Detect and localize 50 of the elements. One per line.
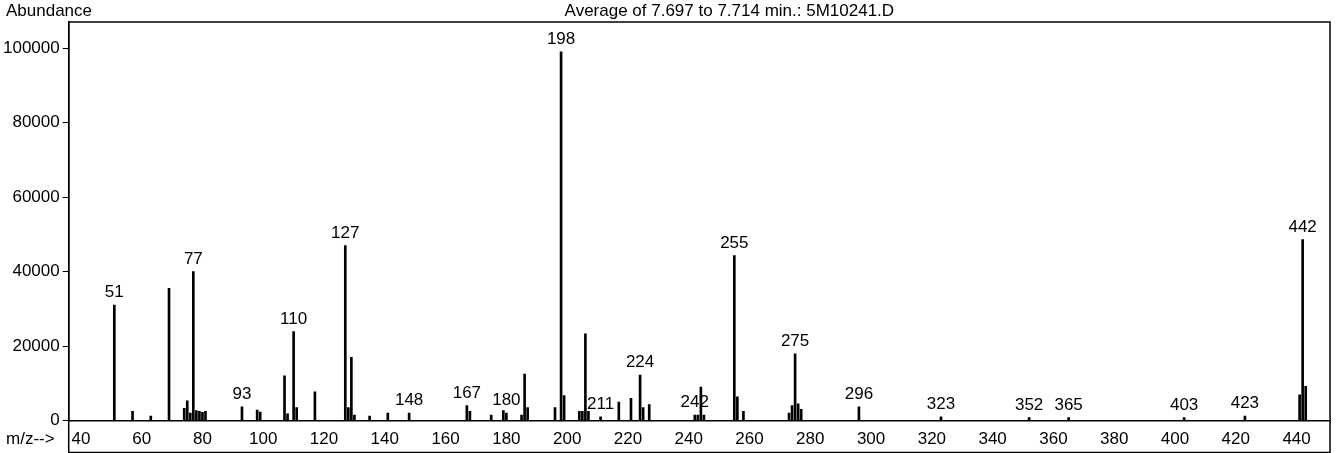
annotation: 93 [232, 384, 252, 403]
annotation: 224 [625, 352, 655, 372]
x-tick-label: 140 [370, 429, 399, 449]
annotation: 352 [1014, 394, 1044, 414]
x-tick-label: 300 [856, 429, 886, 449]
x-tick-label: 200 [552, 429, 582, 449]
annotation: 110 [280, 308, 308, 328]
x-tick-label: 160 [431, 429, 460, 449]
x-tick-label: 240 [674, 429, 703, 449]
annotation: 77 [183, 248, 203, 268]
y-tick-label: 20000 [12, 335, 60, 355]
annotation: 442 [1288, 216, 1317, 236]
y-tick-label: 100000 [2, 37, 60, 57]
x-tick-label: 260 [735, 429, 764, 449]
annotation: 148 [394, 390, 424, 410]
x-tick-label: 80 [192, 429, 212, 449]
x-tick-label: 380 [1100, 429, 1129, 449]
annotation: 211 [587, 394, 615, 414]
x-tick-label: 340 [978, 429, 1007, 449]
x-tick-label: 280 [796, 429, 825, 449]
y-axis-title: Abundance [6, 1, 93, 21]
x-tick-label: 220 [613, 429, 643, 449]
x-tick-label: 180 [492, 429, 521, 449]
annotation: 275 [780, 331, 810, 351]
y-tick-label: 60000 [12, 186, 60, 206]
y-tick-label: 0 [50, 410, 60, 430]
x-tick-label: 320 [917, 429, 947, 449]
x-tick-label: 400 [1160, 429, 1190, 449]
annotation: 423 [1230, 393, 1260, 413]
x-tick-label: 120 [309, 429, 339, 449]
annotation: 167 [452, 382, 482, 402]
x-axis-title: m/z--> [6, 428, 55, 448]
x-tick-label: 100 [249, 429, 278, 449]
x-tick-label: 440 [1282, 429, 1311, 449]
x-tick-label: 420 [1221, 429, 1250, 449]
chart-title: Average of 7.697 to 7.714 min.: 5M10241.D [564, 1, 895, 21]
annotation: 127 [331, 222, 360, 242]
annotation: 403 [1169, 394, 1199, 414]
y-tick-label: 40000 [12, 261, 60, 281]
x-tick-label: 360 [1039, 429, 1068, 449]
annotation: 51 [104, 282, 124, 302]
annotation: 198 [546, 28, 576, 48]
annotation: 365 [1054, 394, 1083, 414]
annotation: 296 [844, 384, 874, 403]
x-tick-label: 40 [71, 429, 91, 449]
annotation: 323 [926, 394, 956, 414]
x-tick-label: 60 [132, 429, 152, 449]
annotation: 180 [492, 390, 521, 410]
annotation: 255 [720, 232, 749, 252]
y-tick-label: 80000 [12, 112, 60, 132]
